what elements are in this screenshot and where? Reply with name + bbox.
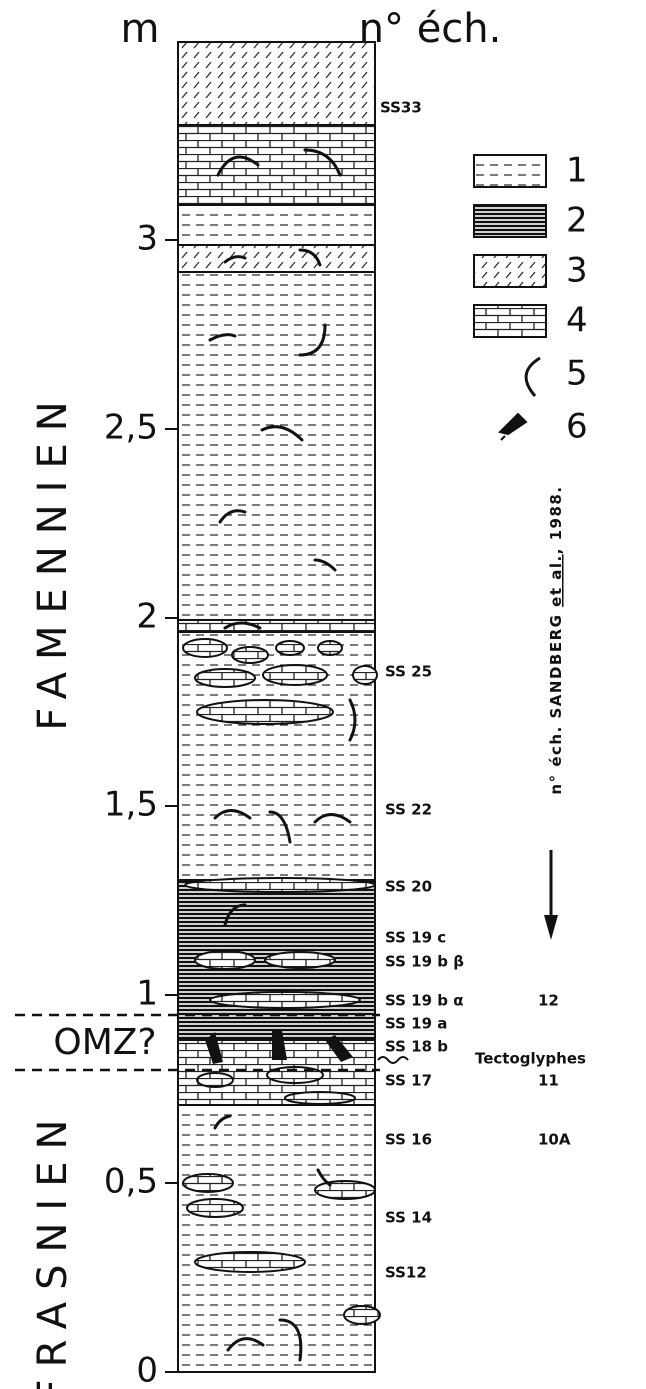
sample-label: SS 25: [385, 663, 432, 681]
omz-boundaries: [15, 1013, 380, 1072]
tectoglyphes: Tectoglyphes: [475, 1050, 586, 1068]
sandberg-number: 10A: [538, 1131, 571, 1149]
sample-label: SS 17: [385, 1072, 432, 1090]
sample-label: SS 18 b: [385, 1038, 448, 1056]
legend-label: 4: [566, 301, 588, 341]
tick-label: 1,5: [104, 785, 158, 825]
legend-label: 6: [566, 407, 588, 447]
legend-swatch: [473, 204, 547, 238]
arrow: [544, 850, 558, 940]
legend-swatch: [473, 154, 547, 188]
legend: [473, 154, 547, 441]
sample-label: SS33: [380, 99, 422, 117]
layer: [177, 124, 376, 206]
sample-label: SS 14: [385, 1209, 432, 1227]
sample-label: SS 19 b α: [385, 992, 464, 1010]
scale-ticks: [165, 239, 178, 1373]
layer: [177, 271, 376, 621]
fossils: [208, 148, 357, 1362]
depth-unit: m: [121, 6, 160, 52]
legend-label: 3: [566, 251, 588, 291]
sample-label: SS 20: [385, 878, 432, 896]
legend-label: 5: [566, 354, 588, 394]
sandberg-number: 11: [538, 1072, 559, 1090]
legend-label: 2: [566, 201, 588, 241]
tick-label: 2,5: [104, 408, 158, 448]
note-authors: et al.: [547, 554, 565, 607]
note-suffix: , 1988.: [547, 485, 565, 554]
sample-label: SS 16: [385, 1131, 432, 1149]
sample-label: SS 22: [385, 801, 432, 819]
tick-label: 1: [136, 974, 158, 1014]
legend-label: 1: [566, 151, 588, 191]
layer: [177, 1104, 376, 1373]
layer: [177, 41, 376, 126]
tick-label: 2: [136, 597, 158, 637]
sandberg-note: n° éch. SANDBERG et al., 1988.: [547, 485, 565, 794]
sandberg-number: 12: [538, 992, 559, 1010]
nodules: [182, 638, 381, 1325]
layer: [177, 204, 376, 246]
sample-heading: n° éch.: [359, 6, 502, 52]
omz-label: OMZ?: [53, 1022, 156, 1063]
note-prefix: n° éch. SANDBERG: [547, 607, 565, 795]
stage-label: FRASNIEN: [30, 1108, 76, 1389]
tectoglyph-marks: [205, 1030, 353, 1064]
legend-swatch: [524, 356, 541, 397]
sample-label: SS12: [385, 1264, 427, 1282]
tick-label: 3: [136, 219, 158, 259]
layer: [177, 619, 376, 633]
wavy-line: [377, 1056, 409, 1064]
legend-swatch: [473, 254, 547, 288]
tick-label: 0: [136, 1351, 158, 1389]
stage-label: FAMENNIEN: [30, 389, 76, 730]
legend-swatch: [473, 304, 547, 338]
tick-label: 0,5: [104, 1162, 158, 1202]
sample-label: SS 19 b β: [385, 953, 464, 971]
sample-label: SS 19 c: [385, 929, 446, 947]
legend-swatch: [498, 412, 528, 441]
sample-label: SS 19 a: [385, 1015, 447, 1033]
layer: [177, 244, 376, 273]
